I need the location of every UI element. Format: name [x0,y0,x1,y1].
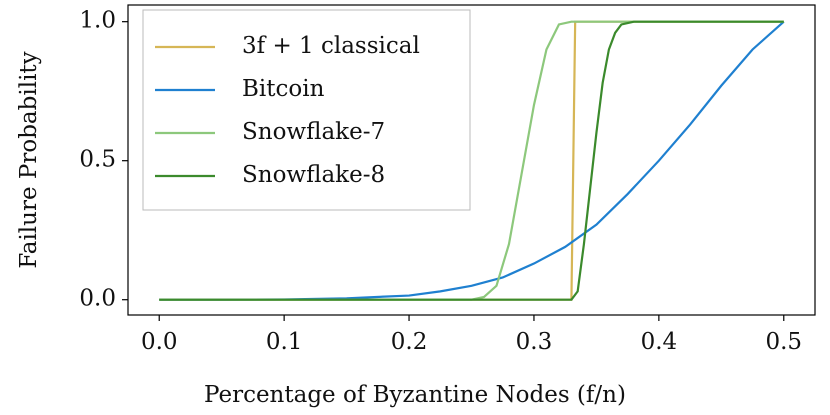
x-tick-label: 0.1 [266,329,303,355]
y-axis-label: Failure Probability [16,51,42,268]
legend-label: Bitcoin [242,76,325,102]
y-tick-label: 0.0 [79,286,116,312]
x-tick-label: 0.2 [391,329,428,355]
legend-label: 3f + 1 classical [242,33,420,59]
x-tick-label: 0.4 [641,329,678,355]
plot-frame [127,4,816,316]
x-tick-label: 0.0 [141,329,178,355]
x-tick-label: 0.5 [765,329,802,355]
y-tick-label: 0.5 [79,147,116,173]
legend-label: Snowflake-7 [242,119,385,145]
y-tick-label: 1.0 [79,8,116,34]
x-axis-label: Percentage of Byzantine Nodes (f/n) [204,382,626,408]
series-line [159,20,784,301]
legend-label: Snowflake-8 [242,162,385,188]
x-tick-label: 0.3 [516,329,553,355]
series-line [159,20,784,301]
